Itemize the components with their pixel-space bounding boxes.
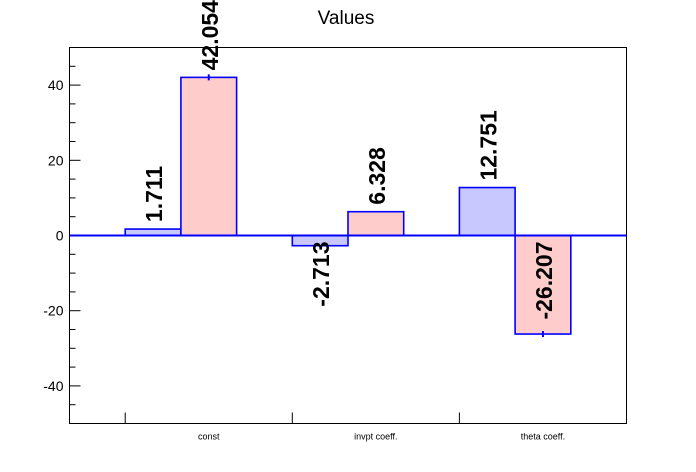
y-tick-label: 0: [56, 228, 64, 244]
y-tick-label: 20: [48, 152, 64, 168]
bar-value-label: -2.713: [308, 242, 334, 307]
x-category-label: invpt coeff.: [354, 432, 397, 442]
bar-invpt-coeff--2: [347, 210, 405, 237]
bar-theta-coeff--2: [514, 234, 572, 335]
bar-value-label: 12.751: [475, 110, 501, 181]
y-tick-label: -40: [43, 378, 63, 394]
y-tick-label: 40: [48, 77, 64, 93]
x-category-label: const: [198, 432, 220, 442]
bar-theta-coeff--1: [458, 186, 516, 237]
bar-value-label: 1.711: [141, 166, 167, 222]
bar-value-label: -26.207: [531, 242, 557, 320]
bar-value-label: 6.328: [364, 147, 390, 205]
data-labels: 1.711 -2.713 12.751 42.054 6.328 -26.207: [141, 0, 557, 320]
y-tick-label: -20: [43, 303, 63, 319]
bar-const-2: [180, 76, 238, 237]
x-category-label: theta coeff.: [521, 432, 565, 442]
bars: [69, 74, 627, 338]
chart-title: Values: [318, 8, 375, 29]
bar-value-label: 42.054: [197, 0, 223, 70]
axis-ticks: -40 -20 0 20 40 const invpt coeff. theta coeff.: [43, 47, 627, 442]
